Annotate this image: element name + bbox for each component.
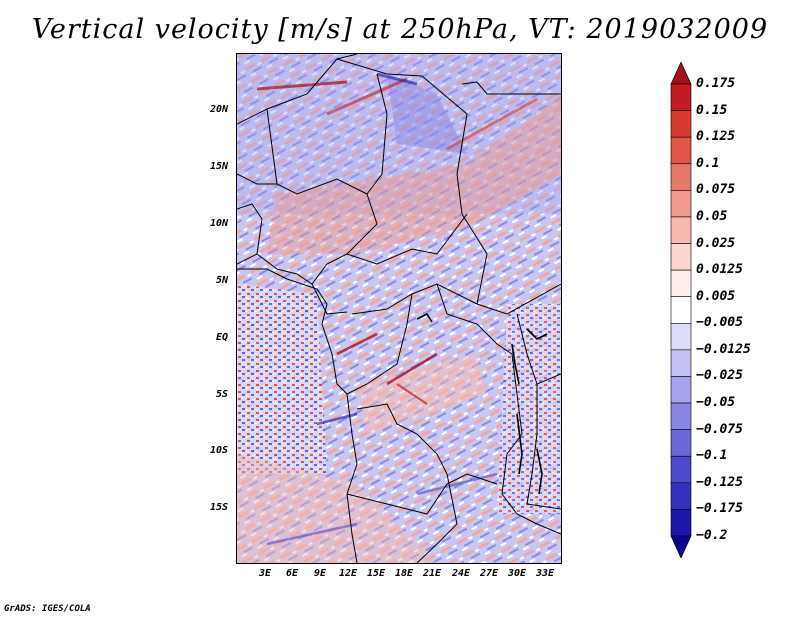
chart-title: Vertical velocity [m/s] at 250hPa, VT: 2…	[31, 14, 769, 45]
lon-label: 3E	[258, 568, 272, 579]
colorbar-segment	[670, 190, 692, 218]
colorbar-segment	[670, 535, 692, 558]
colorbar-label: −0.1	[696, 448, 728, 464]
lon-label: 33E	[535, 568, 555, 579]
colorbar-segment	[670, 322, 692, 351]
colorbar-segment	[670, 349, 692, 377]
country-borders	[237, 54, 561, 563]
lon-label: 24E	[451, 568, 471, 579]
colorbar-label: 0.15	[696, 102, 728, 118]
colorbar-segment	[670, 376, 692, 404]
colorbar-segment	[670, 509, 692, 537]
lon-label: 6E	[285, 568, 299, 579]
lat-label: 10N	[209, 218, 228, 229]
colorbar-label: −0.075	[696, 421, 743, 437]
colorbar-label: −0.05	[696, 395, 736, 411]
colorbar-label: 0.075	[696, 182, 736, 198]
colorbar-label: −0.125	[696, 474, 743, 490]
lat-label: 15N	[209, 161, 228, 172]
lon-label: 18E	[394, 568, 414, 579]
colorbar-segment	[670, 136, 692, 165]
lat-label: 20N	[209, 104, 228, 115]
colorbar-label: 0.05	[696, 208, 728, 224]
colorbar-label: 0.125	[696, 129, 736, 145]
colorbar	[670, 62, 692, 558]
colorbar-segment	[670, 296, 692, 324]
colorbar-label: 0.025	[696, 235, 736, 251]
lat-label: EQ	[215, 332, 228, 343]
colorbar-segment	[670, 482, 692, 510]
lon-label: 15E	[366, 568, 386, 579]
colorbar-segment	[670, 62, 692, 85]
colorbar-label: 0.1	[696, 155, 720, 171]
lon-label: 30E	[507, 568, 527, 579]
velocity-map	[236, 53, 562, 564]
colorbar-segment	[670, 163, 692, 191]
colorbar-label: −0.175	[696, 501, 743, 517]
colorbar-label: −0.005	[696, 315, 743, 331]
colorbar-label: −0.2	[696, 528, 728, 543]
lat-label: 15S	[209, 502, 228, 513]
colorbar-label: 0.175	[696, 76, 736, 91]
colorbar-segment	[670, 243, 692, 271]
colorbar-segment	[670, 429, 692, 457]
lon-label: 21E	[422, 568, 442, 579]
lon-label: 27E	[479, 568, 499, 579]
lat-label: 5S	[215, 389, 228, 400]
colorbar-segment	[670, 402, 692, 430]
colorbar-label: −0.025	[696, 368, 743, 384]
lat-label: 10S	[209, 445, 228, 456]
colorbar-label: 0.0125	[696, 262, 743, 278]
credit-text: GrADS: IGES/COLA	[4, 604, 91, 614]
colorbar-segment	[670, 455, 692, 484]
lat-label: 5N	[215, 275, 228, 286]
lakes	[416, 312, 548, 495]
lon-label: 12E	[338, 568, 358, 579]
colorbar-segment	[670, 83, 692, 111]
colorbar-segment	[670, 269, 692, 298]
colorbar-segment	[670, 110, 692, 138]
colorbar-label: −0.0125	[696, 341, 751, 357]
velocity-field	[237, 54, 561, 563]
colorbar-segment	[670, 216, 692, 244]
colorbar-label: 0.005	[696, 288, 736, 304]
lon-label: 9E	[313, 568, 327, 579]
